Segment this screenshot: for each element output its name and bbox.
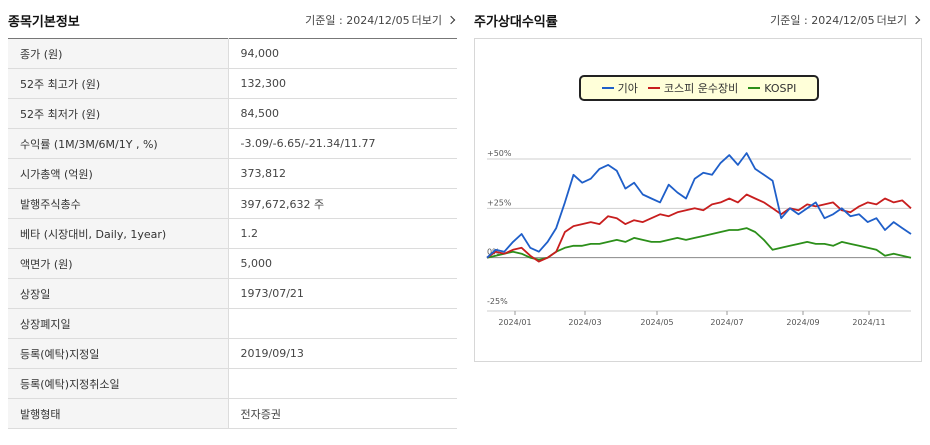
stock-basic-info-panel: 종목기본정보 기준일 : 2024/12/05 더보기 종가 (원) 94,000… (8, 8, 457, 429)
legend-item: 기아 (601, 80, 638, 96)
section-header: 주가상대수익률 기준일 : 2024/12/05 더보기 (474, 8, 922, 32)
more-link[interactable]: 더보기 (876, 14, 907, 27)
table-row: 상장일 1973/07/21 (8, 278, 457, 309)
legend-swatch (748, 87, 761, 89)
chart-container: +50% +25% 0% -25% 2024/01 2024/03 2024/05 2024/… (474, 38, 922, 362)
table-row: 상장폐지일 (8, 308, 457, 339)
series-line (486, 227, 912, 261)
row-label: 상장폐지일 (8, 308, 229, 339)
section-title: 주가상대수익률 (474, 14, 558, 30)
y-tick-label: +25% (487, 198, 512, 207)
row-label: 종가 (원) (8, 38, 229, 69)
table-row: 발행형태 전자증권 (8, 398, 457, 429)
relative-return-panel: 주가상대수익률 기준일 : 2024/12/05 더보기 +50% +25% 0% -… (474, 8, 922, 362)
series-line (486, 152, 912, 259)
base-date: 기준일 : 2024/12/05 더보기 (770, 12, 922, 28)
table-row: 베타 (시장대비, Daily, 1year) 1.2 (8, 218, 457, 249)
row-label: 수익률 (1M/3M/6M/1Y , %) (8, 128, 229, 159)
more-link[interactable]: 더보기 (411, 14, 442, 27)
row-value: 5,000 (228, 248, 457, 279)
row-label: 52주 최저가 (원) (8, 98, 229, 129)
row-label: 액면가 (원) (8, 248, 229, 279)
row-value: 84,500 (228, 98, 457, 129)
row-label: 발행형태 (8, 398, 229, 429)
row-value: 373,812 (228, 158, 457, 189)
section-header: 종목기본정보 기준일 : 2024/12/05 더보기 (8, 8, 457, 32)
chevron-right-icon[interactable] (911, 15, 921, 25)
table-row: 52주 최저가 (원) 84,500 (8, 98, 457, 129)
row-value: 1973/07/21 (228, 278, 457, 309)
table-row: 52주 최고가 (원) 132,300 (8, 68, 457, 99)
legend-label: 코스피 운수장비 (663, 82, 739, 95)
y-tick-label: -25% (487, 297, 508, 306)
table-row: 시가총액 (억원) 373,812 (8, 158, 457, 189)
row-label: 시가총액 (억원) (8, 158, 229, 189)
info-table: 종가 (원) 94,000 52주 최고가 (원) 132,300 52주 최저가 (원… (8, 38, 457, 429)
row-label: 베타 (시장대비, Daily, 1year) (8, 218, 229, 249)
table-row: 발행주식총수 397,672,632 주 (8, 188, 457, 219)
row-value: 2019/09/13 (228, 338, 457, 369)
row-value: 전자증권 (228, 398, 457, 429)
row-value: 94,000 (228, 38, 457, 69)
legend-label: 기아 (617, 82, 638, 95)
legend-label: KOSPI (764, 81, 797, 95)
legend-swatch (601, 87, 614, 89)
legend-item: 코스피 운수장비 (647, 80, 739, 96)
base-date-text: 기준일 : 2024/12/05 (305, 14, 410, 27)
row-value (228, 308, 457, 339)
row-label: 52주 최고가 (원) (8, 68, 229, 99)
section-title: 종목기본정보 (8, 14, 80, 30)
row-value: -3.09/-6.65/-21.34/11.77 (228, 128, 457, 159)
x-tick-label: 2024/05 (640, 318, 673, 327)
table-row: 수익률 (1M/3M/6M/1Y , %) -3.09/-6.65/-21.34/… (8, 128, 457, 159)
table-row: 액면가 (원) 5,000 (8, 248, 457, 279)
x-tick-label: 2024/09 (786, 318, 819, 327)
x-tick-label: 2024/01 (498, 318, 531, 327)
y-tick-label: +50% (487, 149, 512, 158)
row-value: 1.2 (228, 218, 457, 249)
row-label: 발행주식총수 (8, 188, 229, 219)
table-row: 등록(예탁)지정일 2019/09/13 (8, 338, 457, 369)
x-tick-label: 2024/03 (568, 318, 601, 327)
table-row: 등록(예탁)지정취소일 (8, 368, 457, 399)
row-value: 397,672,632 주 (228, 188, 457, 219)
legend-item: KOSPI (748, 82, 796, 95)
row-label: 상장일 (8, 278, 229, 309)
row-value (228, 368, 457, 399)
base-date-text: 기준일 : 2024/12/05 (770, 14, 875, 27)
x-tick-label: 2024/11 (852, 318, 885, 327)
series-line (486, 193, 912, 263)
row-label: 등록(예탁)지정취소일 (8, 368, 229, 399)
legend-swatch (647, 87, 660, 89)
table-row: 종가 (원) 94,000 (8, 38, 457, 69)
row-label: 등록(예탁)지정일 (8, 338, 229, 369)
chart-legend: 기아 코스피 운수장비 KOSPI (579, 75, 819, 101)
chevron-right-icon[interactable] (446, 15, 456, 25)
relative-return-chart: +50%+25%0%-25%2024/01 2024/03 2024/05 2024/… (486, 149, 912, 327)
base-date: 기준일 : 2024/12/05 더보기 (305, 12, 457, 28)
row-value: 132,300 (228, 68, 457, 99)
x-tick-label: 2024/07 (710, 318, 743, 327)
